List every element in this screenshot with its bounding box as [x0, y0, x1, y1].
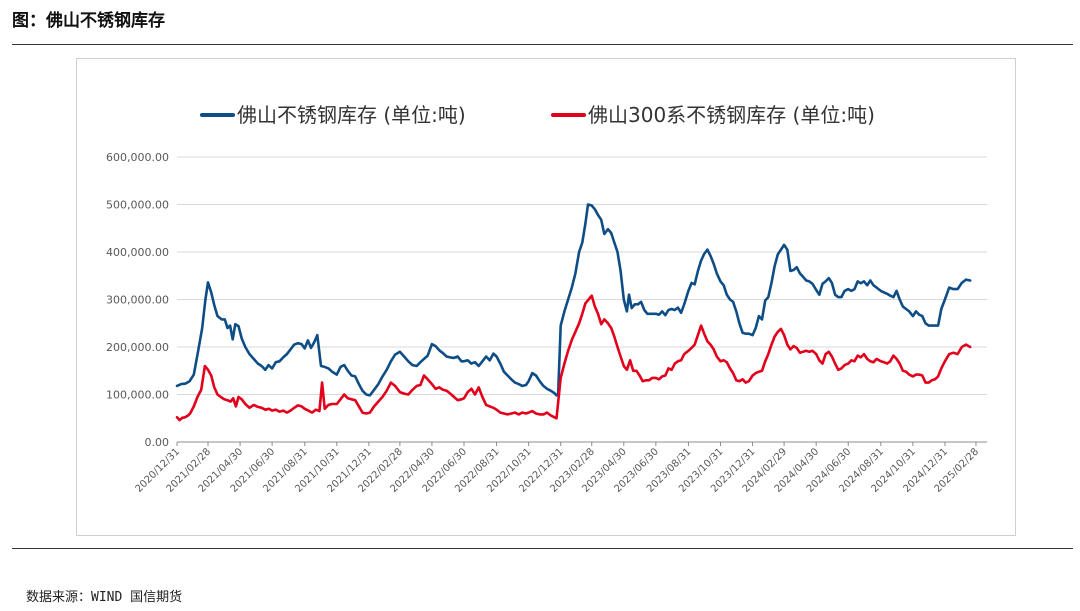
grid-lines [177, 156, 987, 443]
x-axis-ticks: 2020/12/312021/02/282021/04/302021/06/30… [134, 442, 981, 495]
series-lines [175, 203, 972, 422]
figure-title: 图：佛山不锈钢库存 [12, 11, 165, 31]
legend-label-300: 佛山300系不锈钢库存 (单位:吨) [588, 103, 875, 127]
chart-frame: 佛山不锈钢库存 (单位:吨) 佛山300系不锈钢库存 (单位:吨) 0.00 10… [76, 58, 1016, 536]
y-tick-label: 400,000.00 [106, 246, 169, 259]
y-tick-label: 200,000.00 [106, 341, 169, 354]
y-tick-label: 100,000.00 [106, 389, 169, 402]
y-tick-label: 300,000.00 [106, 294, 169, 307]
y-axis-ticks: 0.00 100,000.00 200,000.00 300,000.00 400,00… [106, 151, 169, 449]
series-line-300 [175, 294, 972, 422]
bottom-rule [12, 548, 1073, 549]
y-tick-label: 600,000.00 [106, 151, 169, 164]
y-tick-label: 0.00 [145, 436, 170, 449]
source-note: 数据来源：WIND 国信期货 [26, 590, 183, 605]
legend-label-total: 佛山不锈钢库存 (单位:吨) [237, 103, 466, 127]
series-line-total [175, 203, 972, 397]
chart-legend: 佛山不锈钢库存 (单位:吨) 佛山300系不锈钢库存 (单位:吨) [200, 103, 875, 127]
top-rule [12, 44, 1073, 45]
line-chart: 佛山不锈钢库存 (单位:吨) 佛山300系不锈钢库存 (单位:吨) 0.00 10… [106, 103, 987, 495]
y-tick-label: 500,000.00 [106, 199, 169, 212]
